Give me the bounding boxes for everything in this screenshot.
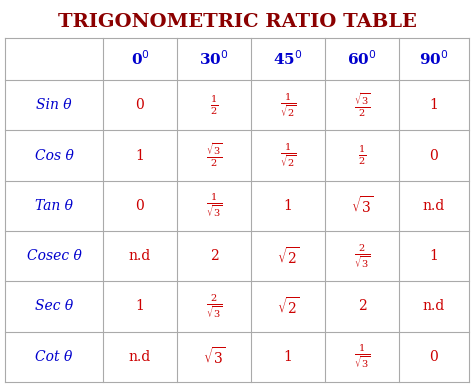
- Text: Sin θ: Sin θ: [36, 98, 72, 112]
- Text: 0: 0: [136, 98, 145, 112]
- Text: $\frac{1}{2}$: $\frac{1}{2}$: [210, 93, 218, 117]
- Text: $\sqrt{3}$: $\sqrt{3}$: [351, 195, 374, 216]
- Text: 1: 1: [136, 300, 145, 313]
- Text: 2: 2: [210, 249, 219, 263]
- Text: n.d: n.d: [423, 199, 445, 213]
- Text: $\frac{1}{\sqrt{2}}$: $\frac{1}{\sqrt{2}}$: [280, 142, 296, 169]
- Text: $\sqrt{2}$: $\sqrt{2}$: [277, 246, 299, 267]
- Text: Sec θ: Sec θ: [35, 300, 73, 313]
- Text: $\frac{1}{\sqrt{2}}$: $\frac{1}{\sqrt{2}}$: [280, 92, 296, 119]
- Text: $\frac{2}{\sqrt{3}}$: $\frac{2}{\sqrt{3}}$: [354, 243, 370, 270]
- Text: 60$^0$: 60$^0$: [347, 50, 377, 68]
- Text: $\sqrt{2}$: $\sqrt{2}$: [277, 296, 299, 317]
- Text: $\frac{2}{\sqrt{3}}$: $\frac{2}{\sqrt{3}}$: [206, 293, 222, 320]
- Text: n.d: n.d: [423, 300, 445, 313]
- Text: 2: 2: [357, 300, 366, 313]
- Text: 1: 1: [429, 249, 438, 263]
- Text: $\frac{\sqrt{3}}{2}$: $\frac{\sqrt{3}}{2}$: [206, 142, 222, 170]
- Text: $\frac{1}{\sqrt{3}}$: $\frac{1}{\sqrt{3}}$: [354, 343, 370, 370]
- Text: Cos θ: Cos θ: [35, 149, 73, 163]
- Text: 30$^0$: 30$^0$: [199, 50, 229, 68]
- Text: 45$^0$: 45$^0$: [273, 50, 303, 68]
- Text: 0: 0: [429, 149, 438, 163]
- Text: 1: 1: [429, 98, 438, 112]
- Text: $\sqrt{3}$: $\sqrt{3}$: [203, 346, 225, 367]
- Text: 1: 1: [136, 149, 145, 163]
- Text: $\frac{1}{2}$: $\frac{1}{2}$: [358, 144, 366, 167]
- Text: 1: 1: [283, 350, 292, 364]
- Text: n.d: n.d: [129, 249, 151, 263]
- Text: 0: 0: [429, 350, 438, 364]
- Text: Cot θ: Cot θ: [35, 350, 73, 364]
- Text: 90$^0$: 90$^0$: [419, 50, 449, 68]
- Text: 0$^0$: 0$^0$: [130, 50, 149, 68]
- Text: 1: 1: [283, 199, 292, 213]
- Text: $\frac{1}{\sqrt{3}}$: $\frac{1}{\sqrt{3}}$: [206, 192, 222, 219]
- Text: $\frac{\sqrt{3}}{2}$: $\frac{\sqrt{3}}{2}$: [354, 91, 370, 119]
- Text: 0: 0: [136, 199, 145, 213]
- Text: Cosec θ: Cosec θ: [27, 249, 82, 263]
- Text: TRIGONOMETRIC RATIO TABLE: TRIGONOMETRIC RATIO TABLE: [57, 13, 417, 31]
- Text: n.d: n.d: [129, 350, 151, 364]
- Text: Tan θ: Tan θ: [35, 199, 73, 213]
